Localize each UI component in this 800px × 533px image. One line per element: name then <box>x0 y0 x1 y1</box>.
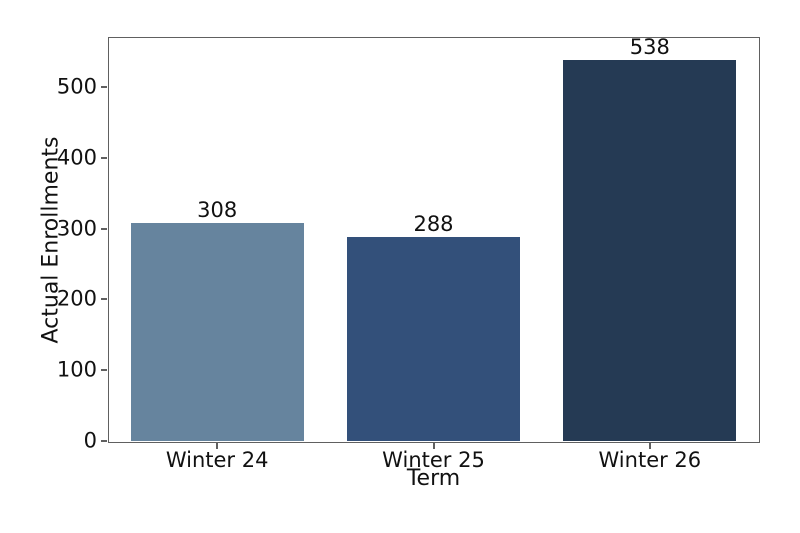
y-tick-mark <box>101 369 107 372</box>
x-tick-label: Winter 24 <box>165 448 269 472</box>
bar-value-label: 538 <box>629 34 670 59</box>
bar-winter-24 <box>130 222 304 441</box>
y-tick-mark <box>101 440 107 442</box>
y-tick-mark <box>101 156 107 159</box>
x-tick-mark <box>432 443 435 449</box>
x-tick-mark <box>216 443 219 449</box>
y-tick-label: 300 <box>56 216 97 241</box>
x-tick-label: Winter 26 <box>598 448 702 472</box>
y-tick-mark <box>101 85 107 88</box>
y-tick-label: 100 <box>56 357 97 382</box>
bar-winter-26 <box>563 59 737 441</box>
bar-value-label: 308 <box>197 197 238 222</box>
y-tick-label: 0 <box>83 428 97 453</box>
y-tick-mark <box>101 298 107 301</box>
y-tick-label: 500 <box>56 74 97 99</box>
bar-winter-25 <box>346 237 521 441</box>
y-tick-label: 200 <box>56 286 97 311</box>
x-tick-label: Winter 25 <box>382 448 485 472</box>
plot-area: 0 100 200 300 400 500 308 Winter 24 288 Winter 25… <box>57 34 760 471</box>
x-tick-mark <box>648 443 651 449</box>
y-tick-label: 400 <box>56 145 97 170</box>
y-tick-mark <box>101 227 107 230</box>
x-axis-label: Term <box>406 466 461 491</box>
bar-value-label: 288 <box>413 212 454 237</box>
